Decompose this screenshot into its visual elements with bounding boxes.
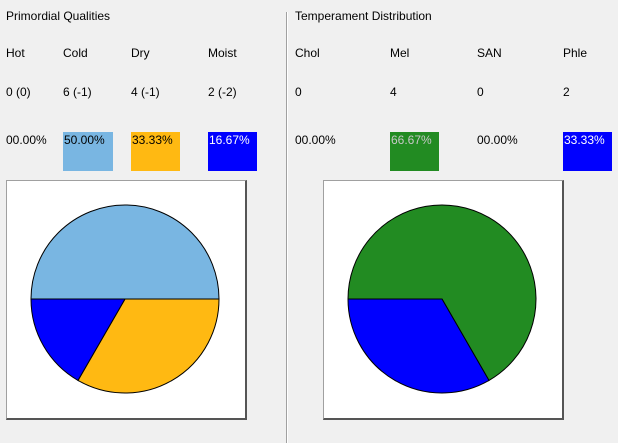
primordial-pie-chart xyxy=(30,204,220,394)
swatch-cold: 50.00% xyxy=(63,132,113,171)
value-chol: 0 xyxy=(295,85,302,99)
temperament-pie-chart xyxy=(347,204,537,394)
header-san: SAN xyxy=(477,46,502,60)
swatch-mel: 66.67% xyxy=(390,132,439,171)
swatch-moist: 16.67% xyxy=(208,132,257,171)
primordial-title: Primordial Qualities xyxy=(6,9,111,23)
primordial-pie-slice-moist xyxy=(30,298,126,382)
percent-chol: 00.00% xyxy=(295,133,336,147)
primordial-pie-slice-cold xyxy=(30,204,220,300)
primordial-pie-slice-dry xyxy=(77,298,220,394)
header-hot: Hot xyxy=(6,46,25,60)
value-cold: 6 (-1) xyxy=(63,85,92,99)
header-phle: Phle xyxy=(563,46,588,60)
swatch-dry: 33.33% xyxy=(131,132,180,171)
value-dry: 4 (-1) xyxy=(131,85,160,99)
value-san: 0 xyxy=(477,85,484,99)
header-dry: Dry xyxy=(131,46,150,60)
panel-divider xyxy=(286,12,288,443)
header-moist: Moist xyxy=(208,46,237,60)
temperament-title: Temperament Distribution xyxy=(295,9,432,23)
value-moist: 2 (-2) xyxy=(208,85,237,99)
header-mel: Mel xyxy=(390,46,410,60)
value-hot: 0 (0) xyxy=(6,85,31,99)
percent-san: 00.00% xyxy=(477,133,518,147)
temperament-chart-frame xyxy=(323,180,564,420)
header-chol: Chol xyxy=(295,46,320,60)
value-mel: 4 xyxy=(390,85,397,99)
value-phle: 2 xyxy=(563,85,570,99)
primordial-chart-frame xyxy=(6,180,247,420)
swatch-phle: 33.33% xyxy=(563,132,612,171)
temperament-pie-slice-mel xyxy=(347,204,537,382)
header-cold: Cold xyxy=(63,46,88,60)
temperament-pie-slice-phle xyxy=(347,298,490,394)
percent-hot: 00.00% xyxy=(6,133,47,147)
